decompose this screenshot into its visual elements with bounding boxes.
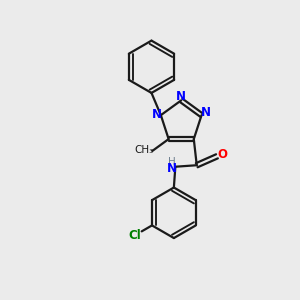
Text: CH₃: CH₃ <box>134 146 154 155</box>
Text: O: O <box>217 148 227 161</box>
Text: N: N <box>167 162 176 175</box>
Text: N: N <box>152 108 162 121</box>
Text: Cl: Cl <box>128 229 141 242</box>
Text: N: N <box>176 90 186 103</box>
Text: N: N <box>201 106 211 119</box>
Text: H: H <box>168 157 176 167</box>
